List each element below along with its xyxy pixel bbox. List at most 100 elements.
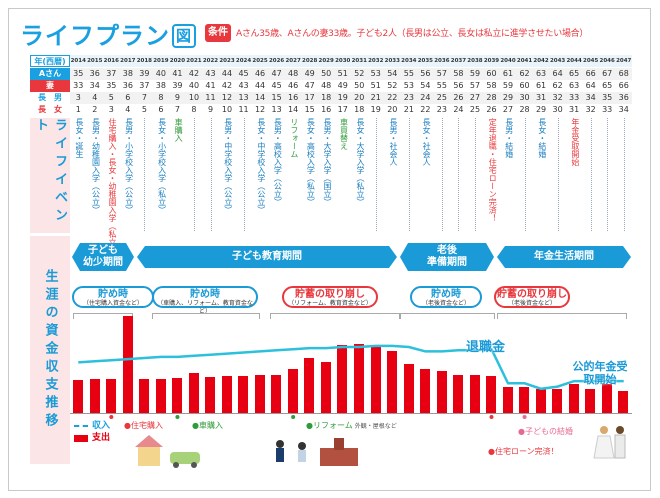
year-cell: 2042 — [532, 55, 550, 67]
age-a-cell: 36 — [89, 69, 100, 78]
age-wife-cell: 65 — [602, 81, 613, 90]
life-event: 長女・結婚 — [537, 118, 547, 158]
expense-bar — [387, 351, 398, 413]
age-daughter-cell: 3 — [108, 105, 114, 114]
age-a-cell: 50 — [321, 69, 332, 78]
life-event: 長男・高校入学（公立） — [273, 118, 283, 206]
age-daughter-cell: 18 — [354, 105, 365, 114]
age-son-cell: 26 — [453, 93, 464, 102]
age-daughter-cell: 28 — [519, 105, 530, 114]
marker-wedding-label: 子どもの結婚 — [524, 427, 573, 436]
year-cell: 2045 — [582, 55, 599, 67]
expense-bar — [502, 386, 513, 413]
age-son-cell: 34 — [585, 93, 596, 102]
age-son-cell: 24 — [420, 93, 431, 102]
expense-bar — [519, 386, 530, 413]
age-daughter-cell: 33 — [602, 105, 613, 114]
life-event: 長女・大学入学（私立） — [356, 118, 365, 206]
age-son-cell: 22 — [387, 93, 398, 102]
period-child-early: 子ども 幼少期間 — [72, 243, 134, 271]
expense-bar — [585, 388, 596, 413]
year-cell: 2041 — [516, 55, 533, 67]
event-marker-dot — [522, 415, 527, 419]
age-son-cell: 3 — [75, 93, 81, 102]
pension-callout: 公的年金受取開始 — [572, 360, 628, 386]
age-wife-cell: 41 — [205, 81, 216, 90]
age-wife-cell: 60 — [519, 81, 530, 90]
event-column-guide — [557, 118, 559, 231]
period-child-early-line1: 子ども — [88, 245, 118, 256]
age-son-cell: 11 — [205, 93, 216, 102]
age-wife-cell: 55 — [436, 81, 447, 90]
year-cell: 2022 — [202, 55, 219, 67]
expense-bar — [155, 378, 166, 413]
period-retire-prep-line1: 老後 — [437, 245, 457, 256]
chart-baseline — [70, 413, 632, 414]
age-daughter-cell: 23 — [436, 105, 447, 114]
age-daughter-cell: 19 — [370, 105, 381, 114]
age-daughter-cell: 26 — [486, 105, 497, 114]
groom-icon — [616, 426, 624, 434]
year-cell: 2015 — [86, 55, 104, 67]
year-cell: 2038 — [466, 55, 484, 67]
expense-bar — [403, 363, 414, 413]
year-cell: 2016 — [103, 55, 120, 67]
wedding-illustration — [593, 426, 626, 459]
marker-loan: ●住宅ローン完済！ — [488, 446, 559, 457]
age-son-cell: 5 — [108, 93, 114, 102]
age-son-cell: 14 — [254, 93, 266, 102]
event-marker-dot — [489, 415, 494, 419]
expense-bar — [271, 374, 282, 413]
year-cell: 2024 — [235, 55, 252, 67]
expense-bar — [469, 374, 480, 413]
savings-title-3: 貯蓄の取り崩し — [295, 289, 365, 300]
age-wife-cell: 53 — [403, 81, 414, 90]
figure-badge: 図 — [172, 24, 196, 48]
age-daughter-cell: 29 — [535, 105, 547, 114]
life-event: 長男・大学入学（国立） — [322, 118, 332, 206]
school-icon — [320, 448, 358, 466]
year-cell: 2025 — [251, 55, 269, 67]
savings-label-3: 貯蓄の取り崩し （リフォーム、教育資金など） — [282, 286, 378, 308]
age-son-cell: 4 — [92, 93, 98, 102]
event-marker-dot — [175, 415, 180, 419]
brace-3 — [270, 313, 400, 319]
page-title: ライフプラン図 — [20, 16, 196, 51]
age-a-cell: 59 — [469, 69, 481, 78]
year-cell: 2034 — [400, 55, 418, 67]
age-son-cell: 8 — [158, 93, 164, 102]
life-event: 長男・中学校入学（公立） — [223, 118, 233, 214]
age-a-cell: 43 — [205, 69, 216, 78]
age-a-row — [70, 68, 632, 80]
retirement-bonus-callout: 退職金 — [466, 340, 506, 355]
expense-bar — [337, 344, 348, 413]
age-daughter-cell: 22 — [420, 105, 431, 114]
age-wife-cell: 33 — [73, 81, 84, 90]
expense-bar — [89, 378, 100, 413]
age-wife-cell: 58 — [486, 81, 497, 90]
age-a-cell: 66 — [585, 69, 596, 78]
age-wife-cell: 39 — [172, 81, 183, 90]
expense-bar — [238, 375, 249, 413]
age-son-cell: 25 — [436, 93, 447, 102]
row-label-year: 年(西暦) — [30, 55, 70, 67]
life-event: 長女・中学校入学（公立） — [256, 118, 266, 214]
age-son-cell: 10 — [188, 93, 200, 102]
age-son-cell: 21 — [370, 93, 381, 102]
event-column-guide — [458, 118, 460, 231]
age-wife-cell: 48 — [321, 81, 332, 90]
savings-label-1: 貯め時 （住宅購入資金など） — [72, 286, 154, 308]
age-son-cell: 32 — [552, 93, 563, 102]
age-a-cell: 64 — [552, 69, 563, 78]
life-event: 長女・社会人 — [422, 118, 432, 166]
year-cell: 2037 — [450, 55, 467, 67]
age-son-cell: 12 — [221, 93, 233, 102]
age-son-cell: 7 — [141, 93, 147, 102]
life-event: 長男・幼稚園入学（公立） — [91, 118, 101, 214]
marker-wedding: ●子どもの結婚 — [518, 426, 573, 437]
year-cell: 2018 — [136, 55, 153, 67]
life-event: 長男・結婚 — [504, 118, 514, 158]
period-retire-prep: 老後 準備期間 — [400, 243, 494, 271]
age-wife-cell: 42 — [221, 81, 233, 90]
age-daughter-cell: 9 — [207, 105, 214, 114]
